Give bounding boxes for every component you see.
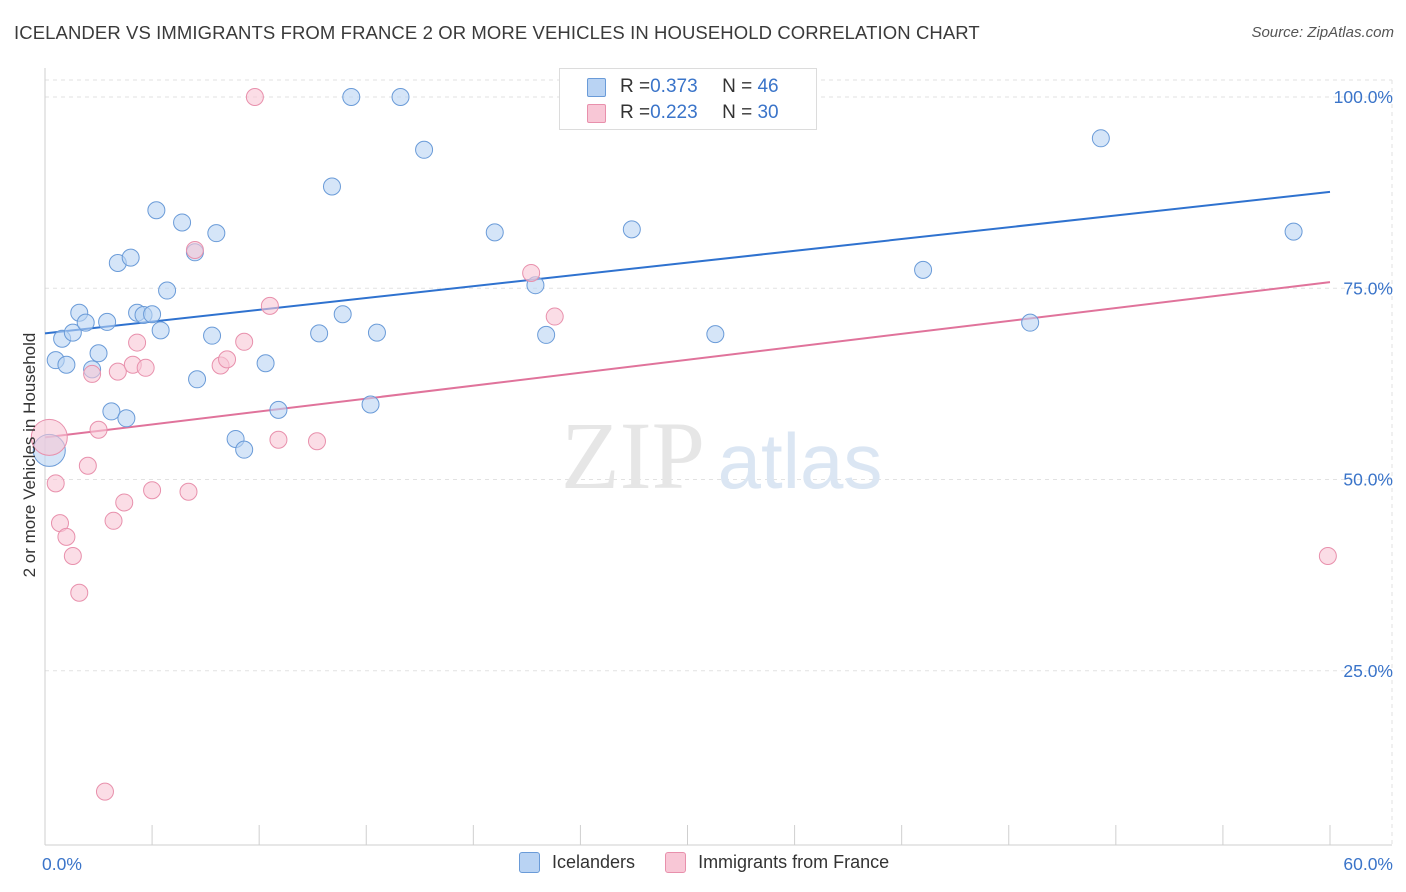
france-point: [307, 432, 326, 451]
tick-labels: 100.0% 75.0% 50.0% 25.0% 0.0% 60.0%: [42, 87, 1393, 874]
icelander-point: [1284, 222, 1303, 241]
icelander-point: [147, 201, 166, 220]
legend-n-label: N =: [722, 102, 758, 123]
legend-item-icelanders[interactable]: Icelanders: [519, 852, 635, 873]
france-point: [269, 430, 288, 449]
y-tick-label: 25.0%: [1343, 661, 1393, 681]
icelander-point: [117, 409, 136, 428]
icelander-point: [173, 213, 192, 232]
icelander-point: [121, 248, 140, 267]
watermark-zip: ZIP: [561, 402, 705, 509]
legend-swatch-blue: [587, 77, 606, 97]
legend-swatch-pink: [665, 852, 687, 873]
france-point: [245, 88, 264, 106]
france-point: [70, 583, 89, 602]
legend-r-label: R =: [620, 76, 651, 97]
icelander-point: [235, 440, 254, 459]
icelander-point: [415, 140, 434, 159]
legend-item-france[interactable]: Immigrants from France: [665, 852, 889, 873]
france-point: [260, 296, 279, 315]
icelander-trend-line: [44, 190, 1331, 335]
icelander-point: [143, 305, 162, 324]
france-point: [179, 482, 198, 501]
france-point: [545, 307, 564, 326]
france-point: [185, 241, 204, 259]
chart-title: ICELANDER VS IMMIGRANTS FROM FRANCE 2 OR…: [14, 22, 980, 43]
france-point: [63, 547, 82, 565]
icelander-point: [342, 88, 361, 106]
france-point: [128, 333, 147, 352]
france-point: [143, 481, 162, 500]
france-point: [78, 456, 97, 475]
france-point: [108, 362, 127, 381]
icelander-point: [76, 313, 95, 332]
icelander-point: [151, 321, 170, 340]
icelander-point: [391, 88, 410, 106]
y-tick-label: 75.0%: [1343, 278, 1393, 298]
france-point: [218, 350, 237, 369]
series-legend: Icelanders Immigrants from France: [519, 852, 919, 873]
x-tick-label: 0.0%: [42, 854, 82, 874]
legend-swatch-blue: [519, 852, 540, 873]
france-point: [1318, 547, 1337, 565]
icelander-point: [322, 177, 341, 196]
france-point: [46, 474, 65, 493]
france-point: [104, 511, 123, 530]
france-point: [235, 332, 254, 351]
france-point: [115, 493, 134, 512]
icelander-point: [269, 400, 288, 419]
legend-n-value: 46: [757, 76, 779, 97]
icelander-point: [98, 312, 117, 331]
icelander-point: [1091, 129, 1110, 148]
icelander-point: [188, 370, 207, 389]
icelander-point: [537, 325, 556, 344]
legend-label: Immigrants from France: [698, 852, 890, 872]
trend-lines: [44, 190, 1331, 439]
icelander-point: [256, 354, 275, 373]
icelander-point: [333, 305, 352, 324]
icelander-point: [361, 395, 380, 414]
icelander-point: [89, 344, 108, 363]
watermark-atlas: atlas: [718, 417, 883, 505]
icelander-point: [63, 323, 82, 342]
source-label: Source: ZipAtlas.com: [1251, 24, 1394, 41]
icelander-point: [706, 325, 725, 344]
france-point: [30, 418, 68, 456]
france-point: [522, 263, 541, 282]
icelander-point: [57, 355, 76, 374]
legend-row-france: R = 0.223 N = 30: [587, 101, 779, 125]
icelander-point: [203, 326, 222, 345]
icelander-point: [622, 220, 641, 239]
icelander-point: [914, 260, 933, 279]
france-point: [89, 420, 108, 439]
france-trend-line: [44, 281, 1331, 439]
legend-r-value: 0.373: [650, 76, 698, 97]
icelander-point: [1021, 313, 1040, 332]
france-point: [136, 358, 155, 377]
x-tick-label: 60.0%: [1343, 854, 1393, 874]
legend-row-icelanders: R = 0.373 N = 46: [587, 75, 779, 99]
icelander-point: [367, 323, 386, 342]
icelander-point: [102, 402, 121, 421]
y-tick-label: 50.0%: [1343, 470, 1393, 490]
icelander-point: [310, 324, 329, 343]
y-axis-label: 2 or more Vehicles in Household: [20, 332, 39, 578]
stats-legend: R = 0.373 N = 46 R = 0.223 N = 30: [559, 68, 817, 130]
france-point: [57, 527, 76, 546]
icelander-point: [158, 281, 177, 300]
icelander-point: [207, 224, 226, 243]
legend-r-value: 0.223: [650, 102, 698, 123]
legend-r-label: R =: [620, 102, 651, 123]
legend-n-label: N =: [722, 76, 758, 97]
legend-n-value: 30: [757, 102, 779, 123]
icelander-point: [485, 223, 504, 242]
france-point: [95, 782, 114, 801]
legend-swatch-pink: [587, 103, 606, 123]
france-point: [83, 364, 102, 383]
y-tick-label: 100.0%: [1334, 87, 1393, 107]
legend-label: Icelanders: [552, 852, 636, 872]
